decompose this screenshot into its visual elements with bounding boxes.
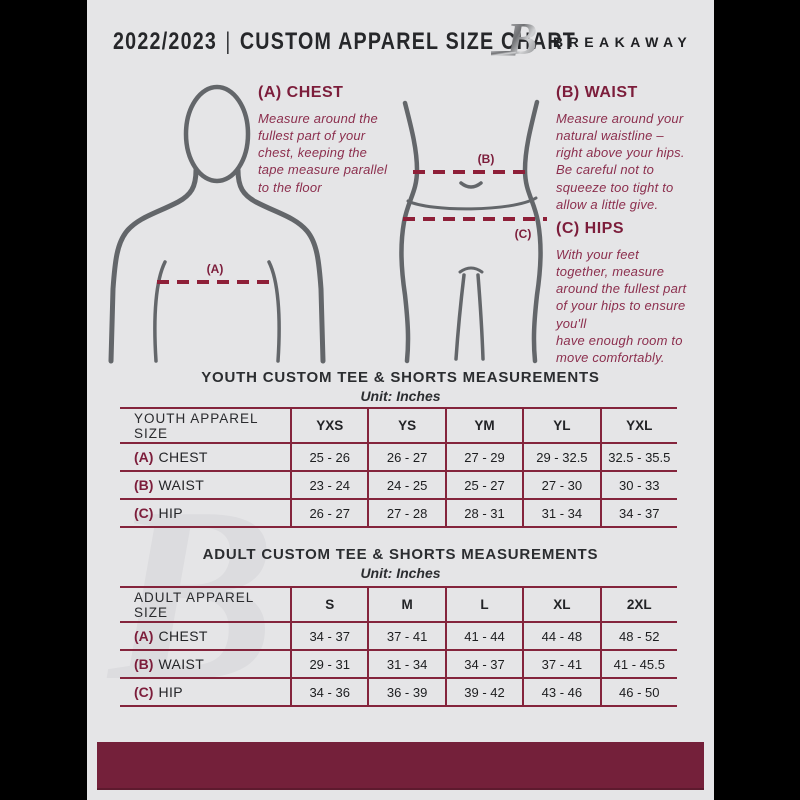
table-cell: 25 - 26 [290,444,367,470]
size-col-header: XL [522,588,599,621]
table-cell: 32.5 - 35.5 [599,444,677,470]
size-col-header: S [290,588,367,621]
size-col-header: M [367,588,444,621]
row-label: WAIST [158,656,205,672]
size-col-header: YL [522,409,599,442]
table-cell: 27 - 29 [444,444,522,470]
table-cell: 34 - 37 [599,500,677,526]
row-label: CHEST [158,449,208,465]
size-col-header: 2XL [599,588,677,621]
table-cell: 34 - 37 [444,651,522,677]
waist-instruction: (B) WAIST Measure around your natural wa… [556,84,712,213]
row-letter: (B) [134,477,154,493]
table-cell: 41 - 45.5 [599,651,677,677]
table-row: (B) WAIST 29 - 31 31 - 34 34 - 37 37 - 41… [120,649,677,677]
table-cell: 24 - 25 [367,472,444,498]
youth-size-table: YOUTH APPAREL SIZE YXS YS YM YL YXL (A) C… [120,407,677,528]
table-cell: 48 - 52 [599,623,677,649]
table-cell: 28 - 31 [444,500,522,526]
header-divider: | [225,28,232,55]
size-col-header: L [444,588,522,621]
table-cell: 39 - 42 [444,679,522,705]
size-col-header: YXS [290,409,367,442]
table-cell: 37 - 41 [522,651,599,677]
waist-heading: (B) WAIST [556,84,638,101]
table-cell: 23 - 24 [290,472,367,498]
row-letter: (C) [134,684,154,700]
measurement-figures-illustration: (A) (B) (C) [108,84,547,364]
size-chart-page: 2022/2023 | CUSTOM APPAREL SIZE CHART B BR… [87,0,714,800]
size-col-header: YM [444,409,522,442]
page-header: 2022/2023 | CUSTOM APPAREL SIZE CHART [113,28,678,56]
table-row: (C) HIP 34 - 36 36 - 39 39 - 42 43 - 46 4… [120,677,677,705]
chest-line-label: (A) [207,262,224,276]
table-cell: 29 - 31 [290,651,367,677]
size-col-header: YXL [599,409,677,442]
brand-name: BREAKAWAY [553,34,693,50]
table-cell: 29 - 32.5 [522,444,599,470]
tables-layer: YOUTH CUSTOM TEE & SHORTS MEASUREMENTS U… [87,0,714,800]
youth-corner-header: YOUTH APPAREL SIZE [134,410,259,441]
hips-description: With your feet together, measure around … [556,247,687,365]
hips-instruction: (C) HIPS With your feet together, measur… [556,220,714,366]
table-row: (A) CHEST 25 - 26 26 - 27 27 - 29 29 - 32… [120,442,677,470]
table-row: (B) WAIST 23 - 24 24 - 25 25 - 27 27 - 30… [120,470,677,498]
table-cell: 34 - 36 [290,679,367,705]
table-cell: 43 - 46 [522,679,599,705]
table-cell: 36 - 39 [367,679,444,705]
adult-table-title: ADULT CUSTOM TEE & SHORTS MEASUREMENTS [202,546,599,563]
row-letter: (C) [134,505,154,521]
row-letter: (A) [134,628,154,644]
table-cell: 30 - 33 [599,472,677,498]
table-cell: 41 - 44 [444,623,522,649]
adult-corner-header: ADULT APPAREL SIZE [134,589,254,620]
row-letter: (B) [134,656,154,672]
table-cell: 34 - 37 [290,623,367,649]
header-year: 2022/2023 [113,28,218,55]
waist-line-label: (B) [478,152,495,166]
breakaway-logo-icon: B [491,12,545,68]
footer-accent-bar [97,742,704,790]
table-cell: 27 - 30 [522,472,599,498]
row-label: CHEST [158,628,208,644]
table-cell: 44 - 48 [522,623,599,649]
hips-heading: (C) HIPS [556,220,624,237]
table-cell: 26 - 27 [367,444,444,470]
row-label: HIP [158,505,183,521]
row-label: WAIST [158,477,205,493]
table-cell: 37 - 41 [367,623,444,649]
chest-description: Measure around the fullest part of your … [258,111,388,195]
table-header-row: ADULT APPAREL SIZE S M L XL 2XL [120,588,677,621]
table-cell: 31 - 34 [367,651,444,677]
table-cell: 31 - 34 [522,500,599,526]
chest-heading: (A) CHEST [258,84,344,101]
adult-size-table: ADULT APPAREL SIZE S M L XL 2XL (A) CHEST… [120,586,677,707]
table-header-row: YOUTH APPAREL SIZE YXS YS YM YL YXL [120,409,677,442]
youth-table-unit: Unit: Inches [360,388,441,404]
adult-table-unit: Unit: Inches [360,565,441,581]
chest-instruction: (A) CHEST Measure around the fullest par… [258,84,408,196]
page-title: CUSTOM APPAREL SIZE CHART [239,28,577,55]
table-row: (A) CHEST 34 - 37 37 - 41 41 - 44 44 - 48… [120,621,677,649]
table-row: (C) HIP 26 - 27 27 - 28 28 - 31 31 - 34 3… [120,498,677,526]
row-label: HIP [158,684,183,700]
hips-line-label: (C) [515,227,532,241]
table-cell: 46 - 50 [599,679,677,705]
size-col-header: YS [367,409,444,442]
table-cell: 26 - 27 [290,500,367,526]
youth-table-title: YOUTH CUSTOM TEE & SHORTS MEASUREMENTS [201,369,600,386]
waist-description: Measure around your natural waistline – … [556,111,685,212]
table-cell: 25 - 27 [444,472,522,498]
row-letter: (A) [134,449,154,465]
table-cell: 27 - 28 [367,500,444,526]
